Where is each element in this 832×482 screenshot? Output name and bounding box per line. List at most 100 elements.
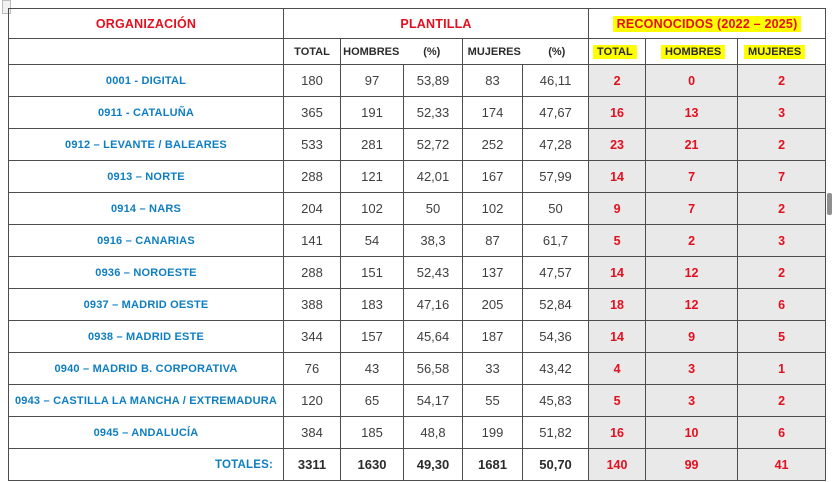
vertical-scrollbar-thumb[interactable] <box>827 193 832 215</box>
hombres-cell: 97 <box>340 64 404 97</box>
rec-mujeres-cell: 2 <box>737 128 827 161</box>
rec-hombres-cell: 13 <box>645 96 739 129</box>
table-row: 0913 – NORTE 288 121 42,01 167 57,99 14 … <box>8 160 827 193</box>
hombres-pct-cell: 52,33 <box>403 96 463 129</box>
mujeres-pct-cell: 54,36 <box>521 320 590 353</box>
rec-total-cell: 16 <box>588 96 647 129</box>
totals-label: TOTALES: <box>8 448 284 481</box>
org-name-cell: 0938 – MADRID ESTE <box>8 320 284 353</box>
totals-mujeres-pct: 50,70 <box>521 448 590 481</box>
rec-hombres-cell: 9 <box>645 320 739 353</box>
total-cell: 180 <box>283 64 341 97</box>
total-cell: 204 <box>283 192 341 225</box>
mujeres-pct-cell: 57,99 <box>521 160 590 193</box>
rec-mujeres-cell: 2 <box>737 256 827 289</box>
hombres-cell: 43 <box>340 352 404 385</box>
totals-row: TOTALES: 3311 1630 49,30 1681 50,70 140 … <box>8 448 827 481</box>
mujeres-cell: 55 <box>462 384 523 417</box>
mujeres-cell: 102 <box>462 192 523 225</box>
rec-total-cell: 16 <box>588 416 647 449</box>
rec-mujeres-cell: 3 <box>737 224 827 257</box>
hombres-pct-cell: 38,3 <box>403 224 463 257</box>
table-body: ORGANIZACIÓN PLANTILLA RECONOCIDOS (2022… <box>8 8 827 481</box>
hombres-pct-cell: 48,8 <box>403 416 463 449</box>
rec-mujeres-cell: 6 <box>737 416 827 449</box>
rec-total-cell: 5 <box>588 384 647 417</box>
mujeres-pct-cell: 50 <box>521 192 590 225</box>
total-cell: 344 <box>283 320 341 353</box>
mujeres-cell: 83 <box>462 64 523 97</box>
hombres-pct-cell: 52,43 <box>403 256 463 289</box>
subheader-empty <box>8 38 284 65</box>
rec-mujeres-cell: 3 <box>737 96 827 129</box>
total-cell: 76 <box>283 352 341 385</box>
subheader-total: TOTAL <box>283 38 341 65</box>
total-cell: 288 <box>283 256 341 289</box>
table-row: 0943 – CASTILLA LA MANCHA / EXTREMADURA … <box>8 384 827 417</box>
total-cell: 365 <box>283 96 341 129</box>
hombres-pct-cell: 50 <box>403 192 463 225</box>
subheader-rec-hombres: HOMBRES <box>645 38 739 65</box>
mujeres-pct-cell: 46,11 <box>521 64 590 97</box>
totals-hombres: 1630 <box>340 448 404 481</box>
total-cell: 141 <box>283 224 341 257</box>
hombres-cell: 191 <box>340 96 404 129</box>
org-name-cell: 0937 – MADRID OESTE <box>8 288 284 321</box>
rec-total-cell: 2 <box>588 64 647 97</box>
org-name-cell: 0914 – NARS <box>8 192 284 225</box>
mujeres-cell: 33 <box>462 352 523 385</box>
total-cell: 120 <box>283 384 341 417</box>
rec-hombres-cell: 3 <box>645 352 739 385</box>
org-name-cell: 0913 – NORTE <box>8 160 284 193</box>
org-name-cell: 0936 – NOROESTE <box>8 256 284 289</box>
hombres-cell: 54 <box>340 224 404 257</box>
rec-hombres-cell: 3 <box>645 384 739 417</box>
total-cell: 384 <box>283 416 341 449</box>
hombres-cell: 65 <box>340 384 404 417</box>
org-name-cell: 0912 – LEVANTE / BALEARES <box>8 128 284 161</box>
hombres-pct-cell: 42,01 <box>403 160 463 193</box>
rec-mujeres-cell: 2 <box>737 64 827 97</box>
hombres-pct-cell: 52,72 <box>403 128 463 161</box>
rec-total-cell: 14 <box>588 256 647 289</box>
org-name-cell: 0001 - DIGITAL <box>8 64 284 97</box>
rec-total-cell: 5 <box>588 224 647 257</box>
rec-mujeres-cell: 1 <box>737 352 827 385</box>
subheader-mujeres-label: MUJERES <box>467 45 521 58</box>
rec-hombres-cell: 10 <box>645 416 739 449</box>
header-plantilla: PLANTILLA <box>282 8 590 39</box>
totals-hombres-pct: 49,30 <box>403 448 463 481</box>
header-row: ORGANIZACIÓN PLANTILLA RECONOCIDOS (2022… <box>8 8 827 39</box>
hombres-cell: 121 <box>340 160 404 193</box>
rec-hombres-cell: 0 <box>645 64 739 97</box>
header-reconocidos: RECONOCIDOS (2022 – 2025) <box>588 8 827 39</box>
subheader-rec-mujeres: MUJERES <box>737 38 827 65</box>
rec-mujeres-cell: 5 <box>737 320 827 353</box>
org-name-cell: 0916 – CANARIAS <box>8 224 284 257</box>
hombres-cell: 281 <box>340 128 404 161</box>
rec-hombres-cell: 2 <box>645 224 739 257</box>
rec-total-cell: 14 <box>588 160 647 193</box>
hombres-cell: 157 <box>340 320 404 353</box>
rec-total-cell: 23 <box>588 128 647 161</box>
hombres-cell: 183 <box>340 288 404 321</box>
table-row: 0945 – ANDALUCÍA 384 185 48,8 199 51,82 … <box>8 416 827 449</box>
hombres-pct-cell: 45,64 <box>403 320 463 353</box>
total-cell: 533 <box>283 128 341 161</box>
table-row: 0937 – MADRID OESTE 388 183 47,16 205 52… <box>8 288 827 321</box>
hombres-cell: 185 <box>340 416 404 449</box>
rec-hombres-cell: 12 <box>645 256 739 289</box>
mujeres-pct-cell: 45,83 <box>521 384 590 417</box>
rec-mujeres-cell: 2 <box>737 192 827 225</box>
totals-total: 3311 <box>283 448 341 481</box>
hombres-pct-cell: 47,16 <box>403 288 463 321</box>
mujeres-pct-cell: 51,82 <box>521 416 590 449</box>
subheader-hombres-label: HOMBRES <box>343 45 400 58</box>
header-reconocidos-highlight: RECONOCIDOS (2022 – 2025) <box>612 15 802 32</box>
table-selection-handle[interactable] <box>2 0 11 14</box>
hombres-cell: 151 <box>340 256 404 289</box>
table-row: 0001 - DIGITAL 180 97 53,89 83 46,11 2 0… <box>8 64 827 97</box>
rec-mujeres-cell: 6 <box>737 288 827 321</box>
table-row: 0936 – NOROESTE 288 151 52,43 137 47,57 … <box>8 256 827 289</box>
mujeres-pct-cell: 47,28 <box>521 128 590 161</box>
